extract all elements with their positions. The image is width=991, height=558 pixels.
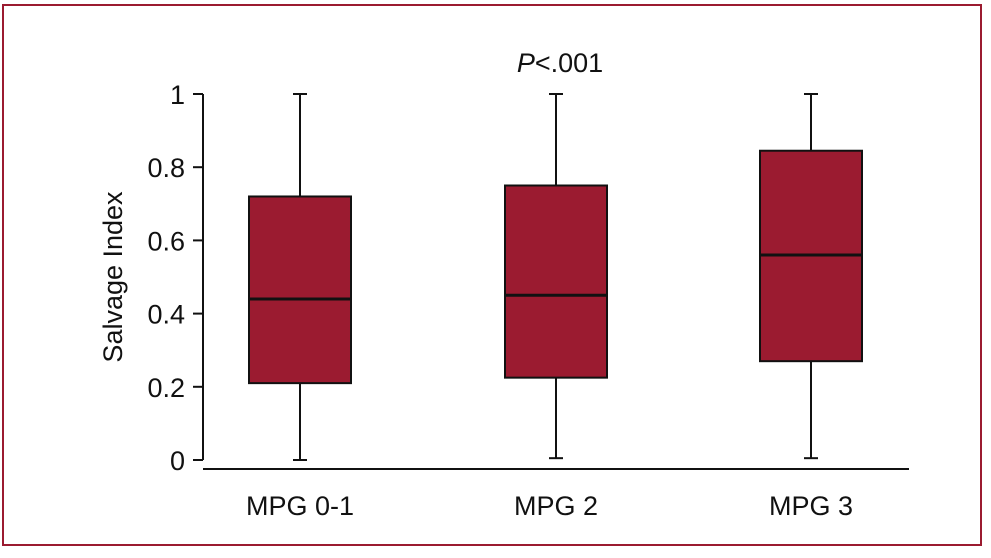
y-axis-label: Salvage Index xyxy=(98,191,128,363)
y-tick-label: 0.2 xyxy=(147,373,185,403)
x-category-label: MPG 3 xyxy=(769,491,853,521)
box-iqr xyxy=(248,195,352,385)
x-category-label: MPG 2 xyxy=(514,491,598,521)
x-category-label: MPG 0-1 xyxy=(246,491,354,521)
y-tick-label: 0 xyxy=(170,446,185,476)
y-axis: 0 0.2 0.4 0.6 0.8 1 xyxy=(147,80,204,476)
x-axis: MPG 0-1 MPG 2 MPG 3 xyxy=(203,468,909,521)
p-symbol: P xyxy=(517,48,535,78)
y-tick-label: 0.4 xyxy=(147,300,185,330)
y-tick-label: 0.8 xyxy=(147,153,185,183)
y-tick-label: 1 xyxy=(170,80,185,110)
p-value-annotation: P<.001 xyxy=(517,48,603,78)
p-value: <.001 xyxy=(535,48,603,78)
box-iqr xyxy=(504,184,608,379)
y-tick-label: 0.6 xyxy=(147,226,185,256)
box-series xyxy=(248,93,863,461)
